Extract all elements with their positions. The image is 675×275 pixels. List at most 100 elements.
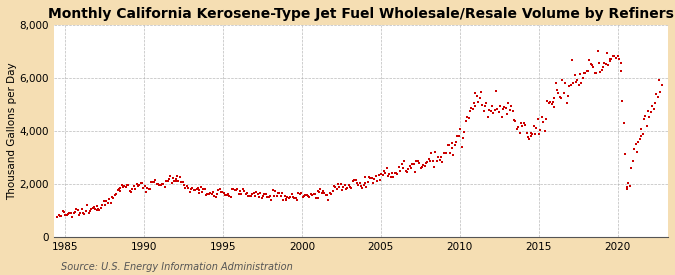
Point	[61, 213, 72, 217]
Point	[429, 164, 439, 169]
Point	[595, 70, 605, 74]
Point	[82, 203, 92, 208]
Point	[338, 185, 349, 189]
Point	[549, 96, 560, 101]
Point	[407, 161, 418, 166]
Point	[344, 183, 354, 187]
Point	[251, 190, 262, 194]
Point	[549, 104, 560, 109]
Point	[470, 104, 481, 109]
Point	[416, 165, 427, 169]
Point	[159, 185, 170, 189]
Point	[504, 108, 515, 112]
Point	[476, 90, 487, 94]
Point	[341, 186, 352, 191]
Point	[220, 193, 231, 197]
Point	[235, 189, 246, 193]
Point	[616, 61, 626, 65]
Point	[630, 142, 641, 146]
Point	[634, 137, 645, 141]
Point	[318, 188, 329, 193]
Point	[520, 123, 531, 127]
Point	[356, 184, 367, 188]
Point	[333, 182, 344, 186]
Point	[123, 183, 134, 187]
Point	[577, 76, 588, 81]
Point	[281, 197, 292, 201]
Point	[617, 98, 628, 103]
Point	[286, 192, 297, 197]
Point	[170, 178, 181, 183]
Point	[139, 184, 150, 188]
Point	[289, 196, 300, 200]
Point	[194, 191, 205, 195]
Point	[645, 109, 656, 114]
Point	[383, 174, 394, 178]
Point	[266, 197, 277, 202]
Point	[301, 192, 312, 197]
Point	[533, 117, 543, 121]
Point	[109, 192, 120, 197]
Point	[399, 159, 410, 164]
Point	[169, 179, 180, 183]
Point	[331, 186, 342, 191]
Point	[207, 189, 218, 194]
Point	[554, 95, 565, 99]
Point	[209, 194, 219, 199]
Point	[655, 90, 666, 95]
Point	[496, 115, 507, 119]
Point	[313, 189, 323, 193]
Point	[578, 71, 589, 76]
Point	[352, 181, 362, 185]
Point	[119, 184, 130, 189]
Point	[375, 178, 385, 182]
Point	[572, 77, 583, 82]
Point	[126, 190, 136, 195]
Point	[273, 191, 284, 196]
Point	[483, 114, 493, 119]
Point	[155, 183, 166, 188]
Point	[132, 183, 143, 188]
Point	[521, 131, 532, 135]
Point	[357, 186, 368, 190]
Point	[442, 143, 453, 148]
Point	[187, 186, 198, 190]
Point	[648, 106, 659, 111]
Point	[596, 67, 607, 72]
Point	[293, 191, 304, 196]
Point	[142, 186, 153, 190]
Point	[317, 191, 327, 195]
Point	[275, 194, 286, 198]
Point	[115, 186, 126, 191]
Point	[636, 127, 647, 132]
Point	[524, 137, 535, 141]
Point	[173, 179, 184, 184]
Point	[304, 194, 315, 199]
Point	[449, 143, 460, 148]
Point	[358, 183, 369, 187]
Point	[68, 211, 79, 215]
Point	[633, 139, 644, 144]
Point	[427, 158, 438, 163]
Point	[262, 195, 273, 200]
Point	[455, 126, 466, 131]
Point	[86, 207, 97, 211]
Point	[240, 192, 251, 197]
Point	[162, 179, 173, 183]
Point	[211, 192, 222, 196]
Point	[223, 192, 234, 196]
Point	[408, 162, 419, 166]
Point	[265, 194, 275, 198]
Point	[372, 179, 383, 183]
Point	[473, 100, 484, 105]
Point	[553, 91, 564, 96]
Point	[177, 180, 188, 184]
Point	[244, 194, 255, 198]
Point	[580, 71, 591, 75]
Point	[489, 108, 500, 112]
Point	[319, 191, 330, 196]
Point	[599, 61, 610, 65]
Point	[438, 150, 449, 155]
Point	[360, 181, 371, 185]
Point	[176, 180, 186, 185]
